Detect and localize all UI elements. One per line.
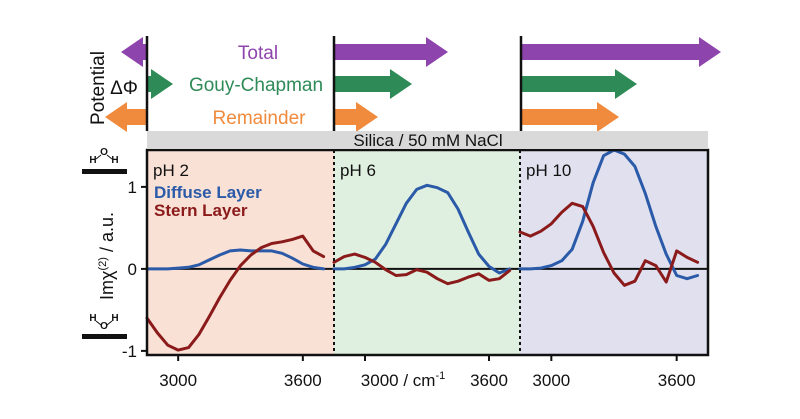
- arrow-gouy-chapman-ph-2: [147, 69, 173, 99]
- panel-label-ph-6: pH 6: [340, 161, 376, 180]
- x-axis: 3000 3600 3000 / cm-1 3600 3000 3600: [159, 355, 696, 390]
- potential-label: Potential: [88, 51, 109, 125]
- potential-symbol: ΔΦ: [110, 78, 138, 99]
- series-stern-layer-ph-10: [518, 201, 700, 287]
- y-tick-label-1: 1: [128, 178, 137, 197]
- water-o: O: [100, 321, 108, 332]
- panel-bg-ph-2: [147, 150, 334, 355]
- x-tick-label-3000-ph-2: 3000: [159, 371, 197, 390]
- arrow-total-ph-2: [121, 37, 147, 67]
- potential-arrows: Total Gouy-Chapman Remainder: [105, 36, 721, 132]
- panel-labels: pH 2 pH 6 pH 10: [153, 161, 571, 180]
- arrow-total-ph-10: [521, 37, 721, 67]
- water-bond-right: [106, 154, 113, 160]
- water-molecule-bottom-icon: HOH: [82, 313, 127, 339]
- water-o: O: [100, 147, 108, 158]
- series-stern-layer-ph-2: [145, 234, 326, 352]
- y-tick-label-0: 0: [128, 260, 137, 279]
- y-axis: -1 0 1: [122, 178, 147, 361]
- arrow-remainder-ph-6: [334, 102, 378, 132]
- arrow-remainder-ph-2: [105, 102, 147, 132]
- water-bond-left: [95, 154, 102, 160]
- legend-diffuse-layer: Diffuse Layer: [154, 183, 262, 202]
- series-stern-layer-ph-6: [332, 252, 512, 286]
- arrow-total-ph-6: [334, 37, 448, 67]
- arrow-row-label-gouy-chapman: Gouy-Chapman: [189, 75, 323, 96]
- panel-backgrounds: [147, 150, 708, 355]
- panel-label-ph-10: pH 10: [526, 161, 571, 180]
- panel-bg-ph-6: [334, 150, 520, 355]
- series-diffuse-layer-ph-6: [332, 183, 512, 275]
- water-bond-right: [106, 320, 113, 326]
- x-tick-label-3600-ph-10: 3600: [658, 371, 696, 390]
- water-molecule-top-icon: HOH: [82, 147, 127, 174]
- legend-stern-layer: Stern Layer: [154, 201, 248, 220]
- series-diffuse-layer-ph-10: [518, 148, 700, 281]
- arrow-row-label-remainder: Remainder: [213, 108, 307, 129]
- x-tick-label-3000-ph-10: 3000: [532, 371, 570, 390]
- y-axis-label: Imχ(2) / a.u.: [97, 212, 117, 300]
- water-bar-top: [82, 169, 127, 174]
- arrow-remainder-ph-10: [521, 102, 619, 132]
- panel-label-ph-2: pH 2: [153, 161, 189, 180]
- panel-dividers: [333, 150, 521, 355]
- water-h-right: H: [111, 313, 118, 324]
- spectra: [145, 148, 700, 352]
- plot-frame: [145, 148, 710, 357]
- x-tick-label-3600-ph-6: 3600: [470, 371, 508, 390]
- panel-header-bar: [147, 131, 708, 149]
- series-diffuse-layer-ph-2: [145, 248, 326, 271]
- water-h-right: H: [111, 155, 118, 166]
- y-tick-label--1: -1: [122, 342, 137, 361]
- x-tick-label-3600-ph-2: 3600: [284, 371, 322, 390]
- panel-header: Silica / 50 mM NaCl: [353, 131, 502, 150]
- x-tick-label-3000-ph-6: 3000 / cm-1: [361, 370, 445, 390]
- water-bond-left: [95, 320, 102, 326]
- water-h-left: H: [89, 155, 96, 166]
- water-bar-bottom: [82, 334, 127, 339]
- water-h-left: H: [89, 313, 96, 324]
- arrow-row-label-total: Total: [238, 43, 278, 64]
- arrow-gouy-chapman-ph-10: [521, 69, 637, 99]
- arrow-gouy-chapman-ph-6: [334, 69, 412, 99]
